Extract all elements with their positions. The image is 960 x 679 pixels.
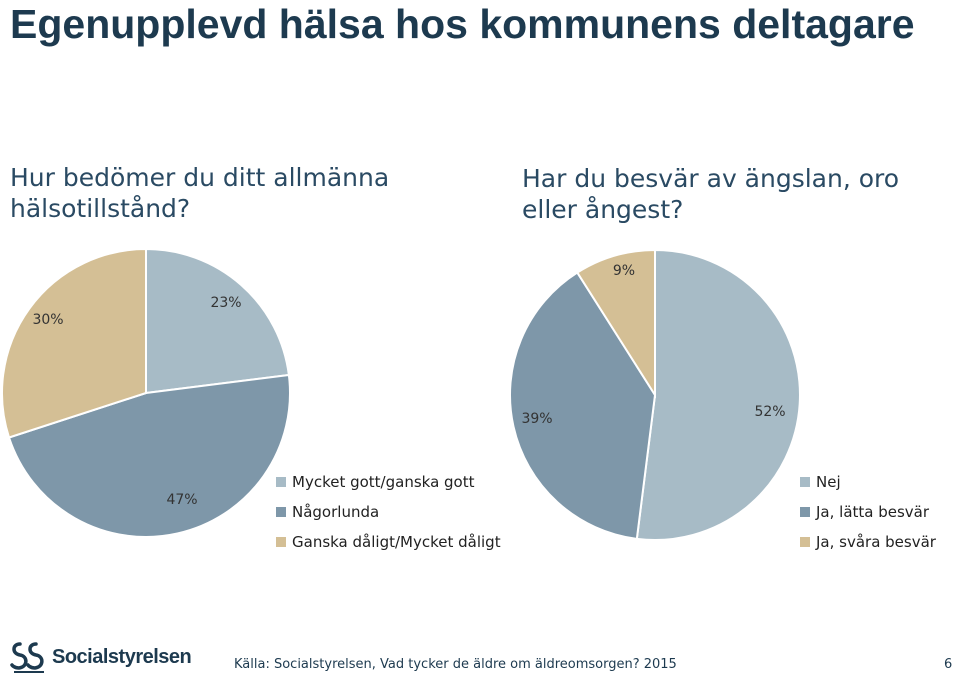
legend-item: Mycket gott/ganska gott (276, 467, 501, 497)
legend-label: Ja, lätta besvär (816, 503, 930, 521)
logo-text: Socialstyrelsen (52, 645, 192, 668)
socialstyrelsen-logo: Socialstyrelsen (10, 640, 192, 674)
legend-label: Någorlunda (292, 503, 380, 521)
pie-slice-ja-sv-ra-besv-r (575, 248, 656, 399)
data-label-n-gorlunda: 47% (166, 492, 197, 508)
slide-title: Egenupplevd hälsa hos kommunens deltagar… (10, 1, 915, 47)
anxiety-pie-chart: 52% 39% 9% (509, 248, 801, 541)
legend-swatch (800, 507, 810, 517)
logo-emblem-icon (10, 642, 44, 673)
health-pie-chart: 23% 47% 30% (1, 247, 291, 538)
legend-label: Ja, svåra besvär (816, 533, 936, 551)
legend-item: Nej (800, 467, 936, 497)
legend-swatch (800, 537, 810, 547)
data-label-nej: 52% (754, 404, 785, 420)
pie-slice-ganska-d-ligt-mycket-d-ligt (1, 247, 147, 439)
chart-1-title: Hur bedömer du ditt allmänna hälsotillst… (10, 163, 390, 223)
data-label-mycket-gott-ganska-gott: 23% (210, 295, 241, 311)
legend-item: Ja, svåra besvär (800, 527, 936, 557)
legend-swatch (800, 477, 810, 487)
data-label-ganska-d-ligt-mycket-d-ligt: 30% (32, 312, 63, 328)
pie-slice-mycket-gott-ganska-gott (145, 247, 290, 395)
chart-2-title: Har du besvär av ängslan, oro eller ånge… (522, 164, 900, 224)
legend-item: Någorlunda (276, 497, 501, 527)
legend-label: Ganska dåligt/Mycket dåligt (292, 533, 501, 551)
legend-swatch (276, 507, 286, 517)
legend-label: Nej (816, 473, 841, 491)
source-note: Källa: Socialstyrelsen, Vad tycker de äl… (234, 657, 677, 672)
page-number: 6 (944, 657, 953, 672)
data-label-ja-l-tta-besv-r: 39% (521, 411, 552, 427)
data-label-ja-sv-ra-besv-r: 9% (613, 263, 635, 279)
legend-label: Mycket gott/ganska gott (292, 473, 475, 491)
chart-2-legend: Nej Ja, lätta besvär Ja, svåra besvär (800, 467, 936, 557)
legend-item: Ja, lätta besvär (800, 497, 936, 527)
pie-slice-nej (635, 248, 801, 541)
legend-item: Ganska dåligt/Mycket dåligt (276, 527, 501, 557)
legend-swatch (276, 537, 286, 547)
legend-swatch (276, 477, 286, 487)
chart-1-legend: Mycket gott/ganska gott Någorlunda Ganska … (276, 467, 501, 557)
